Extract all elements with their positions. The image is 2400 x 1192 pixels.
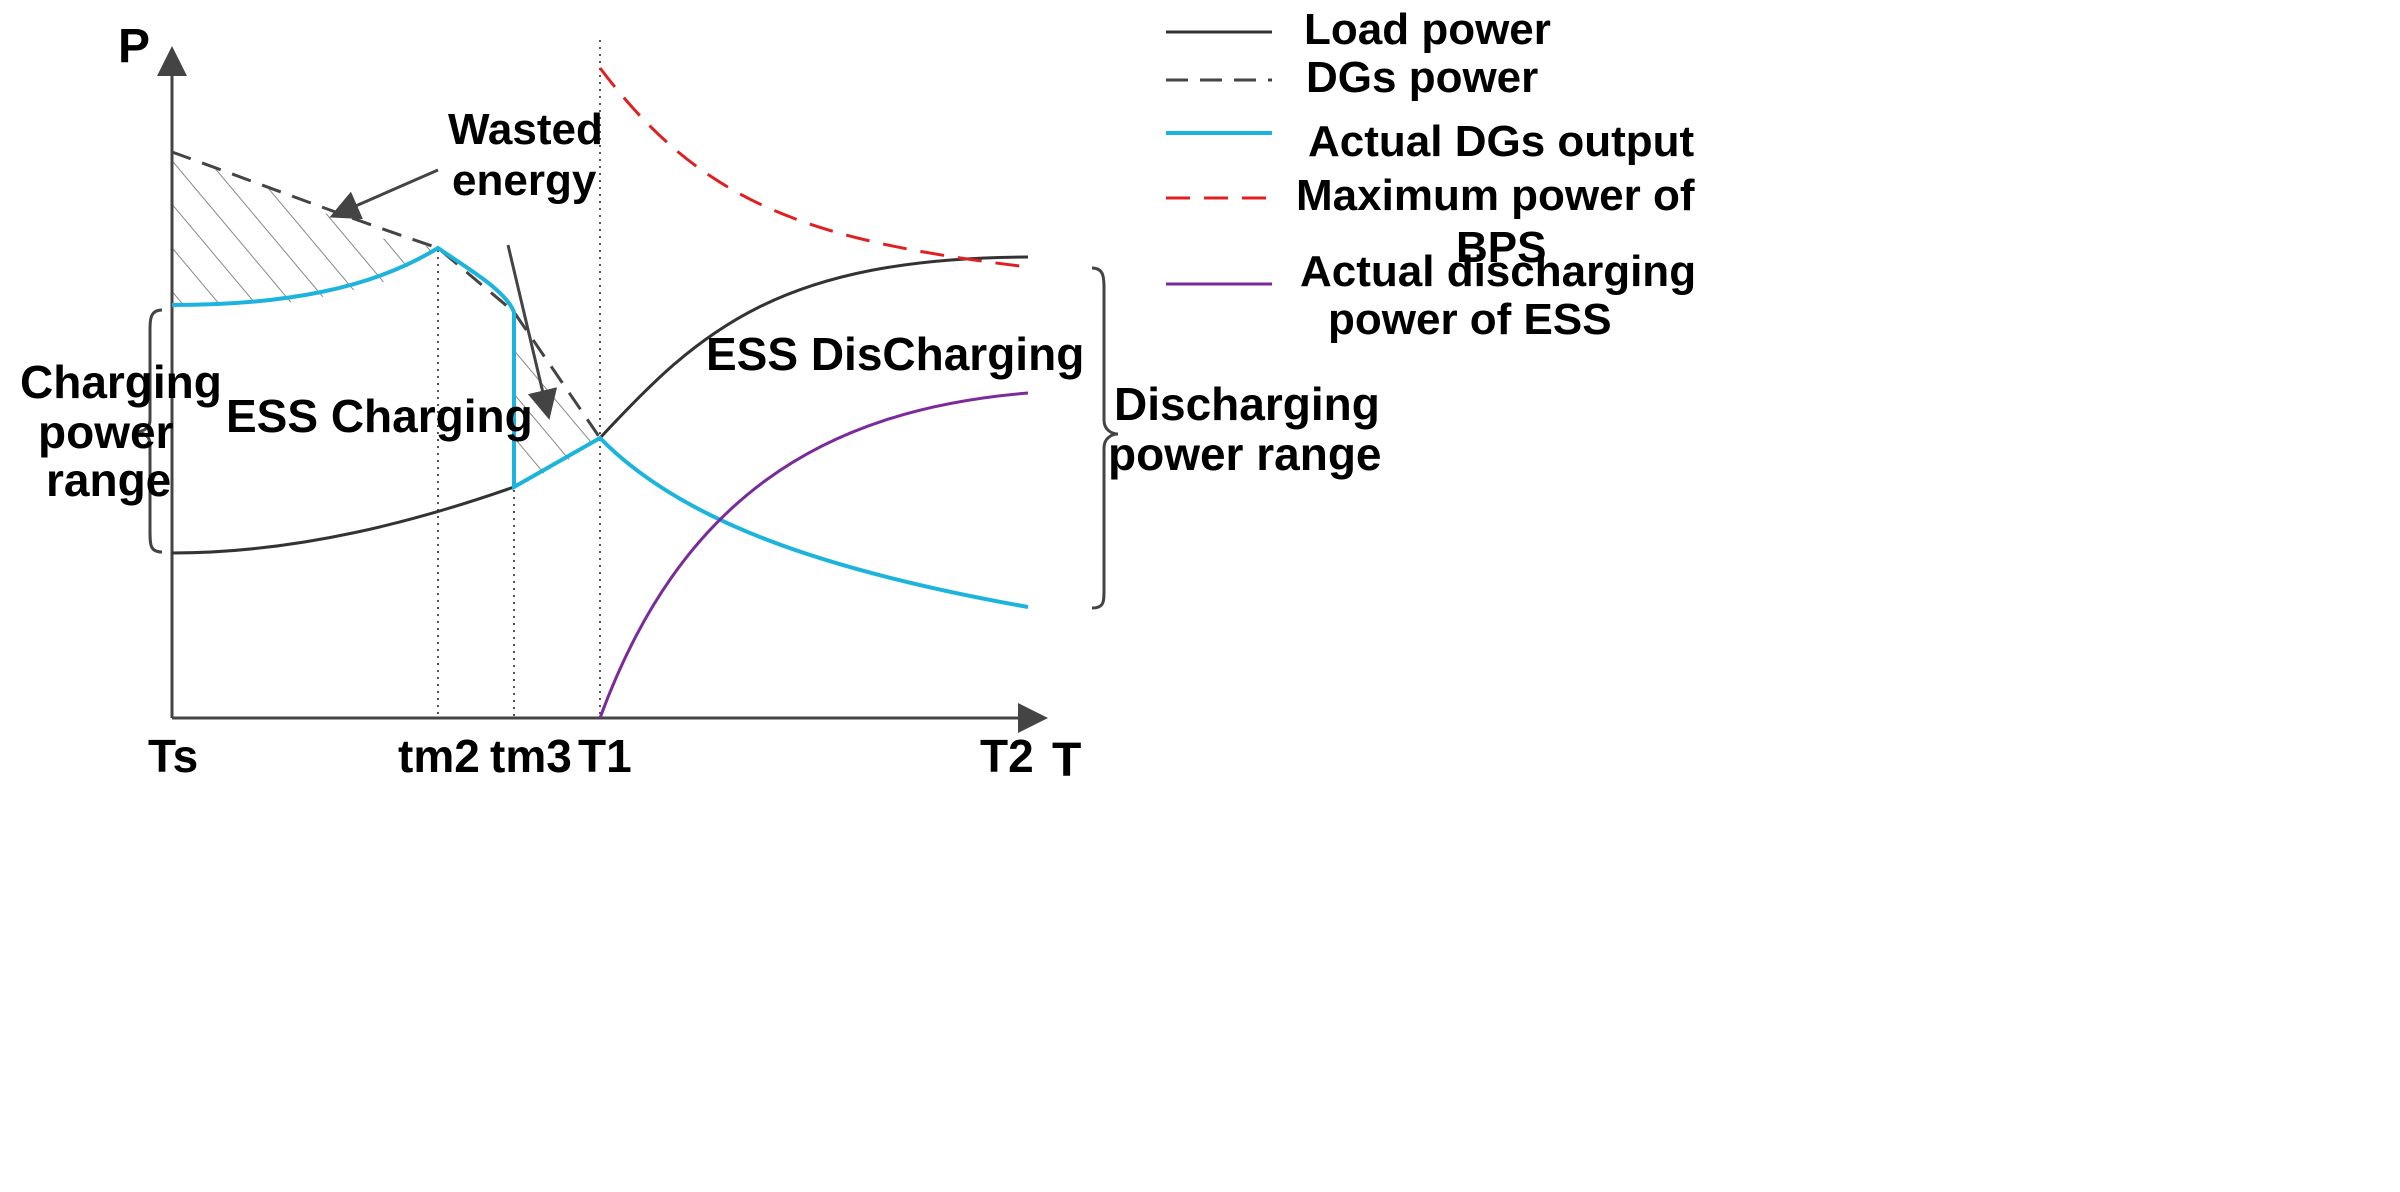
discharging-range-label-line1: Discharging <box>1114 378 1380 430</box>
charging-range-label-line1: Charging <box>20 356 222 408</box>
tick-label-tm3: tm3 <box>490 730 572 782</box>
tick-label-t1: T1 <box>578 730 632 782</box>
actual-dgs-output-curve <box>171 245 1029 609</box>
wasted-energy-region-1 <box>172 152 438 305</box>
legend-label-load-power: Load power <box>1304 5 1551 54</box>
discharging-range-brace <box>1091 266 1119 610</box>
discharging-range-label-line2: power range <box>1108 428 1382 480</box>
legend-label-actual-dgs: Actual DGs output <box>1308 117 1695 166</box>
y-axis-label: P <box>118 20 150 73</box>
x-axis-label: T <box>1052 734 1081 787</box>
wasted-arrow-1 <box>329 168 439 220</box>
legend-label-ess-discharge-line1: Actual discharging <box>1300 247 1696 296</box>
ess-charging-label: ESS Charging <box>226 390 533 442</box>
ess-discharge-curve <box>598 391 1029 719</box>
legend-label-max-bps-line2: BPS <box>1456 223 1546 272</box>
wasted-energy-label-line1: Wasted <box>448 105 603 154</box>
tick-label-t2: T2 <box>980 730 1034 782</box>
legend-label-ess-discharge-line2: power of ESS <box>1328 295 1612 344</box>
charging-range-label-line3: range <box>46 454 171 506</box>
ess-discharging-label: ESS DisCharging <box>706 328 1084 380</box>
legend-label-max-bps-line1: Maximum power of <box>1296 171 1695 220</box>
charging-range-brace <box>134 308 163 554</box>
load-power-curve <box>171 255 1029 555</box>
tick-label-ts: Ts <box>148 730 198 782</box>
charging-range-label-line2: power <box>38 406 174 458</box>
tick-label-tm2: tm2 <box>398 730 480 782</box>
wasted-energy-label-line2: energy <box>452 156 597 205</box>
legend-label-dgs-power: DGs power <box>1306 53 1538 102</box>
max-bps-power-curve <box>598 67 1029 269</box>
dgs-power-curve <box>171 150 602 439</box>
legend: Load power DGs power Actual DGs output M… <box>1166 5 1696 344</box>
wasted-arrow-2 <box>506 244 558 420</box>
